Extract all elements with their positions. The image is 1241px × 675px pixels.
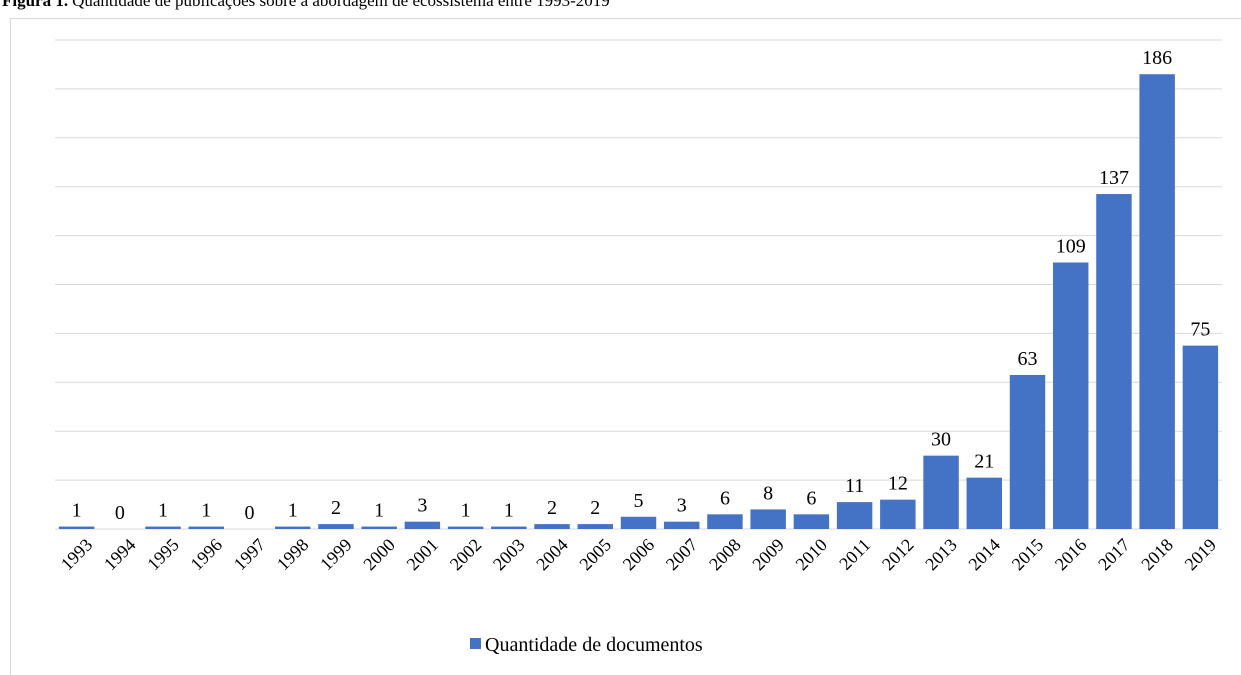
- x-tick-label: 2014: [964, 535, 1004, 575]
- title-text: Quantidade de publicações sobre a aborda…: [72, 0, 610, 10]
- data-label: 30: [931, 429, 951, 451]
- data-label: 3: [417, 495, 427, 517]
- bar: [1053, 262, 1089, 529]
- x-tick-label: 1994: [100, 535, 140, 575]
- data-label: 0: [245, 502, 255, 524]
- data-label: 2: [547, 497, 557, 519]
- bar: [447, 526, 484, 529]
- chart-frame: [10, 18, 1241, 675]
- data-label: 63: [1018, 348, 1038, 370]
- x-tick-label: 2001: [403, 535, 443, 575]
- data-label: 1: [72, 500, 82, 522]
- x-tick-label: 1996: [186, 535, 226, 575]
- x-tick-label: 2006: [619, 535, 659, 575]
- data-label: 1: [158, 500, 168, 522]
- legend-swatch: [470, 638, 481, 649]
- data-label: 109: [1056, 235, 1086, 257]
- chart-title: Figura 1. Quantidade de publicações sobre…: [2, 0, 610, 10]
- data-label: 186: [1142, 47, 1172, 69]
- bar: [361, 526, 397, 529]
- x-tick-label: 2010: [792, 535, 832, 575]
- legend-label: Quantidade de documentos: [485, 634, 703, 656]
- bar: [880, 499, 916, 529]
- bar: [534, 524, 570, 529]
- x-tick-label: 2009: [748, 535, 788, 575]
- data-label: 5: [634, 490, 644, 512]
- data-label: 6: [806, 487, 816, 509]
- x-tick-label: 1995: [143, 535, 183, 575]
- data-label: 6: [720, 487, 730, 509]
- x-tick-label: 1993: [57, 535, 97, 575]
- bar: [664, 521, 700, 529]
- x-tick-label: 1997: [230, 535, 270, 575]
- bar: [1096, 194, 1132, 529]
- x-tick-label: 2004: [532, 535, 572, 575]
- x-tick-label: 2019: [1181, 535, 1221, 575]
- bar: [491, 526, 527, 529]
- bar: [318, 524, 354, 529]
- bar: [707, 514, 743, 529]
- bar: [188, 526, 224, 529]
- x-tick-label: 2015: [1008, 535, 1048, 575]
- bar: [1009, 374, 1046, 529]
- x-tick-label: 1998: [273, 535, 313, 575]
- data-label: 8: [763, 482, 773, 504]
- x-tick-label: 2003: [489, 535, 529, 575]
- bar: [577, 524, 613, 529]
- data-label: 1: [461, 500, 471, 522]
- bar: [923, 455, 959, 529]
- data-label: 11: [845, 475, 864, 497]
- x-tick-label: 2018: [1137, 535, 1177, 575]
- data-label: 2: [331, 497, 341, 519]
- data-label: 1: [201, 500, 211, 522]
- x-tick-label: 2007: [662, 535, 702, 575]
- bar: [793, 514, 830, 529]
- bar: [1139, 74, 1175, 529]
- bar: [750, 509, 786, 529]
- x-tick-label: 2008: [705, 535, 745, 575]
- data-label: 1: [504, 500, 514, 522]
- bar: [966, 477, 1002, 529]
- data-label: 21: [974, 451, 994, 473]
- data-label: 1: [288, 500, 298, 522]
- figure-label: Figura 1.: [2, 0, 68, 10]
- x-tick-label: 2000: [359, 535, 399, 575]
- data-label: 12: [888, 473, 908, 495]
- bar: [404, 521, 441, 529]
- x-tick-label: 2017: [1094, 535, 1134, 575]
- x-tick-label: 2016: [1051, 535, 1091, 575]
- bar: [1182, 345, 1219, 529]
- x-tick-label: 2005: [575, 535, 615, 575]
- x-tick-label: 1999: [316, 535, 356, 575]
- bar: [620, 516, 657, 529]
- bar: [836, 502, 873, 529]
- x-tick-label: 2011: [835, 535, 874, 574]
- data-label: 137: [1099, 167, 1129, 189]
- x-tick-label: 2002: [446, 535, 486, 575]
- data-label: 0: [115, 502, 125, 524]
- data-label: 3: [677, 495, 687, 517]
- bar: [275, 526, 311, 529]
- x-tick-label: 2012: [878, 535, 918, 575]
- data-label: 75: [1190, 319, 1210, 341]
- data-label: 2: [590, 497, 600, 519]
- bar: [58, 526, 95, 529]
- x-tick-label: 2013: [921, 535, 961, 575]
- data-label: 1: [374, 500, 384, 522]
- bar: [145, 526, 181, 529]
